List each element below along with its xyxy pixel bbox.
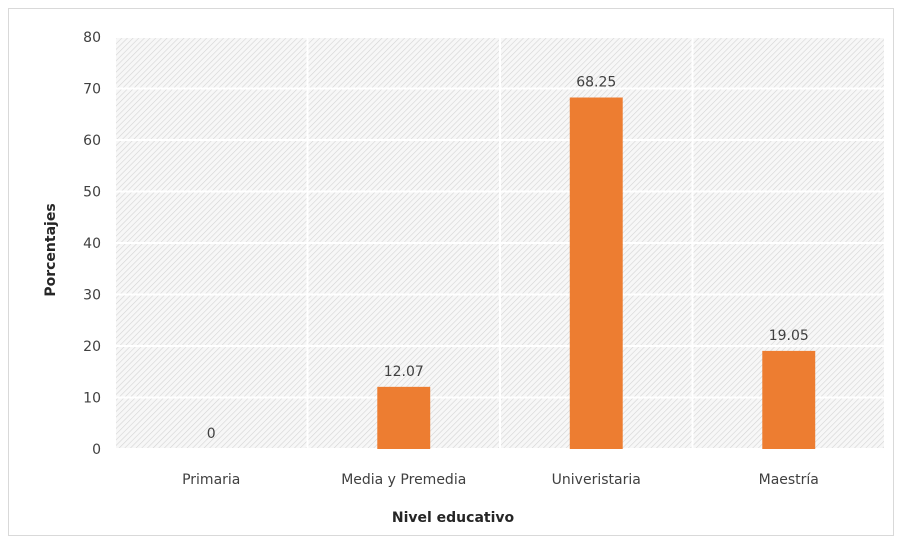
y-axis-ticks: 0 10 20 30 40 50 60 70 80	[83, 30, 101, 458]
bar	[569, 97, 623, 449]
y-tick-label: 40	[83, 236, 101, 252]
data-labels: 0 12.07 68.25 19.05	[207, 75, 809, 442]
y-tick-label: 60	[83, 133, 101, 149]
data-label: 19.05	[769, 328, 809, 344]
y-axis-title: Porcentajes	[43, 203, 59, 296]
bar-chart: 0 12.07 68.25 19.05 0 10 20 30 40 50 60 70 80 Prima…	[43, 30, 886, 526]
bar	[762, 350, 816, 449]
y-tick-label: 70	[83, 82, 101, 98]
bars	[377, 97, 816, 449]
x-category-label: Media y Premedia	[341, 472, 466, 488]
chart-frame: 0 12.07 68.25 19.05 0 10 20 30 40 50 60 70 80 Prima…	[8, 8, 894, 536]
x-axis-ticks: Primaria Media y Premedia Univeristaria Mae…	[182, 472, 819, 488]
y-tick-label: 10	[83, 391, 101, 407]
bar	[377, 386, 431, 449]
x-axis-title: Nivel educativo	[392, 510, 515, 526]
x-category-label: Univeristaria	[552, 472, 641, 488]
y-tick-label: 0	[92, 442, 101, 458]
x-category-label: Primaria	[182, 472, 240, 488]
y-tick-label: 80	[83, 30, 101, 46]
data-label: 12.07	[384, 364, 424, 380]
y-tick-label: 50	[83, 185, 101, 201]
gridlines	[114, 36, 886, 450]
x-category-label: Maestría	[759, 472, 819, 488]
y-tick-label: 30	[83, 288, 101, 304]
data-label: 0	[207, 426, 216, 442]
y-tick-label: 20	[83, 339, 101, 355]
data-label: 68.25	[576, 75, 616, 91]
